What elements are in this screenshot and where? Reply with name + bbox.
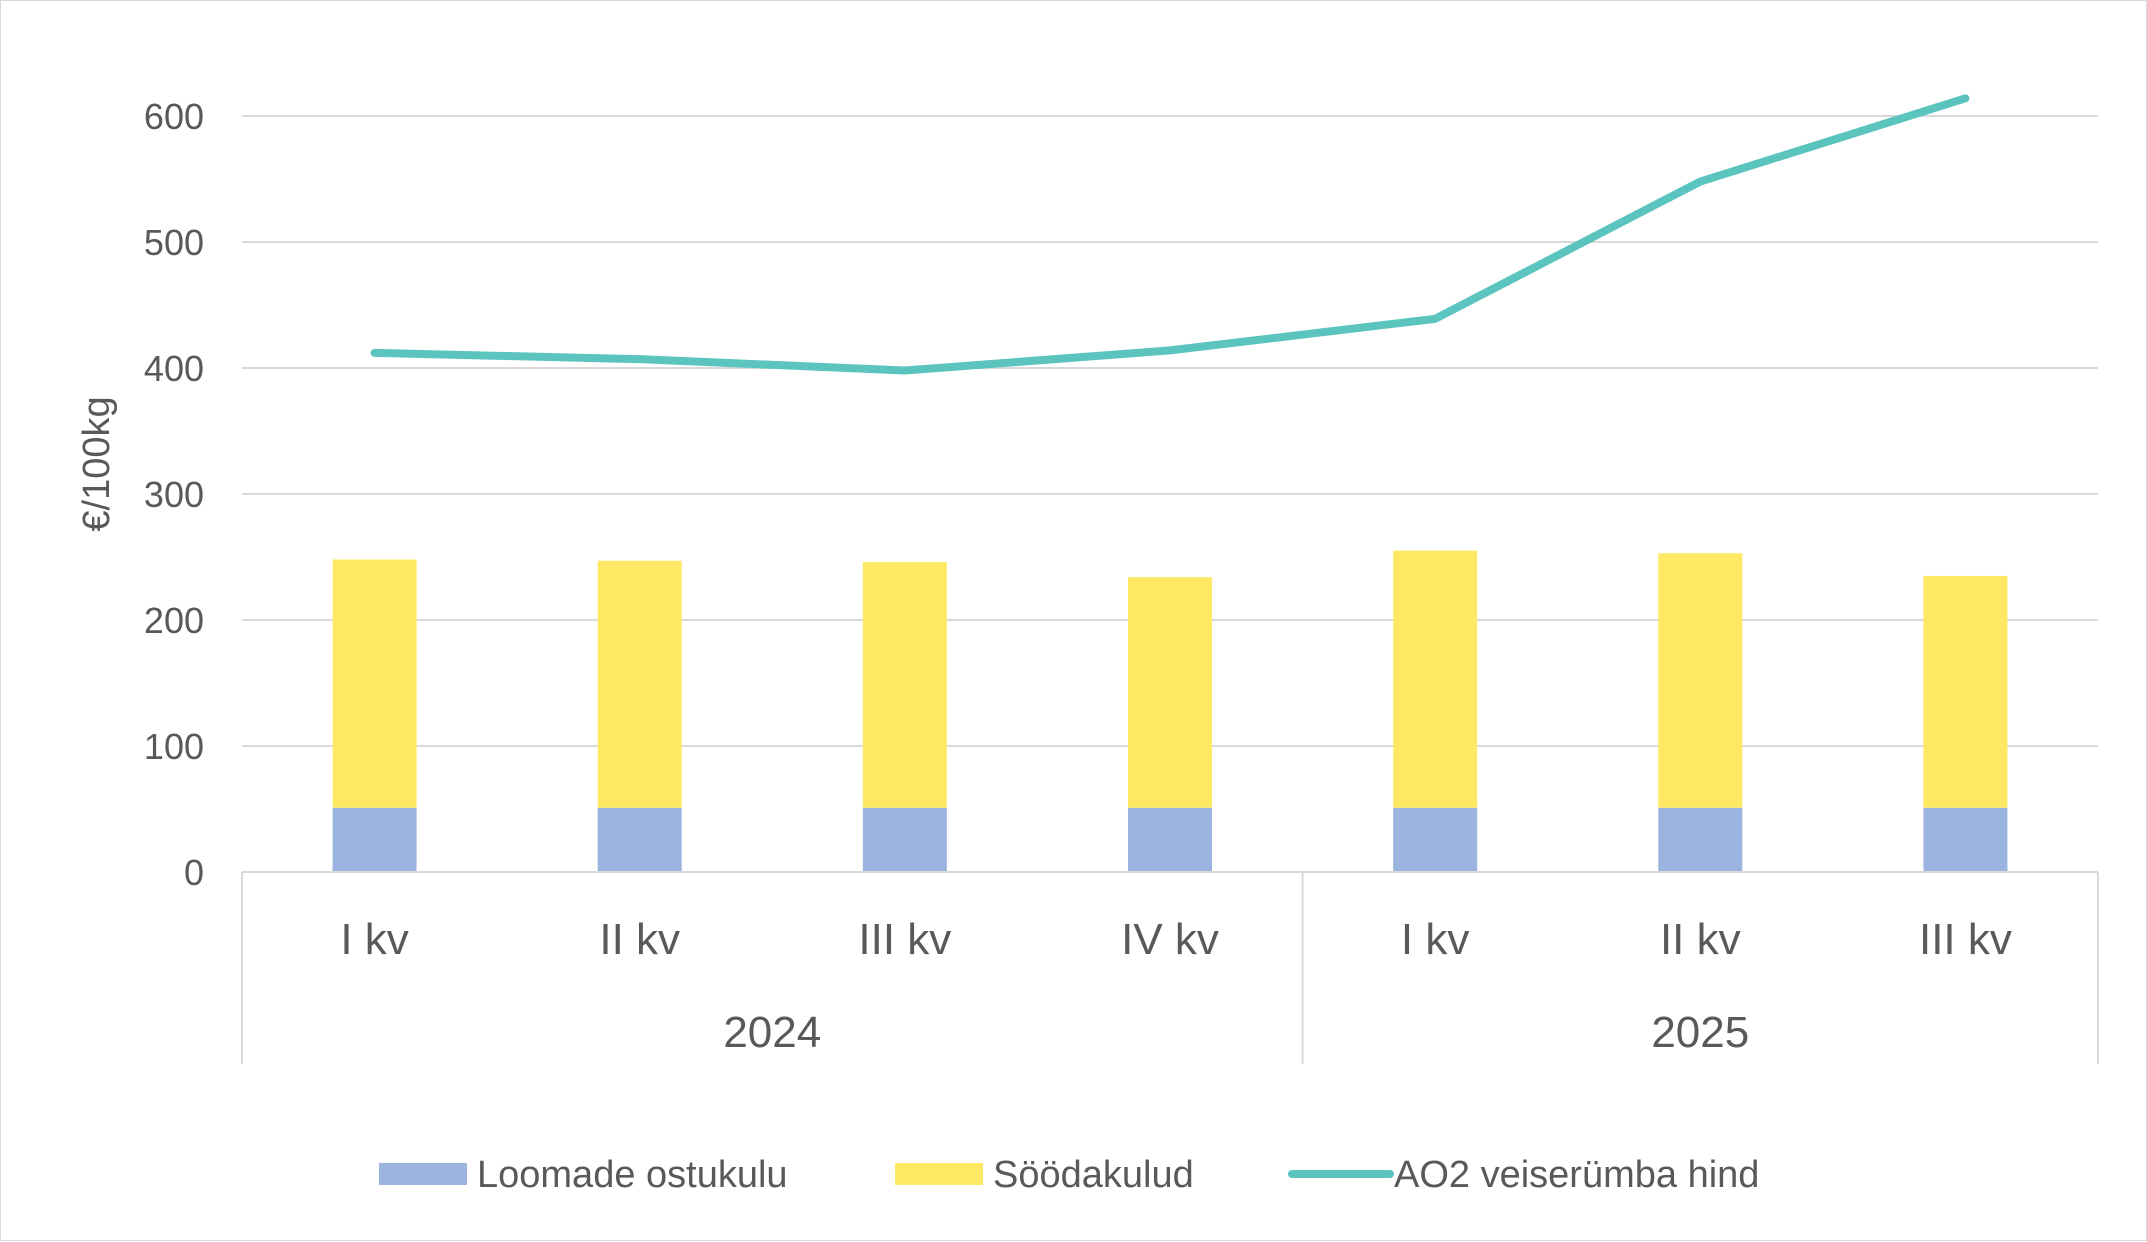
y-tick-label: 200 xyxy=(144,600,204,641)
bar-s-dakulud xyxy=(1658,553,1743,808)
bar-loomade-ostukulu xyxy=(597,807,682,872)
x-tick-label: II kv xyxy=(599,915,680,964)
bar-loomade-ostukulu xyxy=(1658,807,1743,872)
y-tick-label: 0 xyxy=(184,852,204,893)
legend-label-ao2-veiser-mba-hind: AO2 veiserümba hind xyxy=(1394,1154,1759,1196)
x-tick-label: III kv xyxy=(858,915,951,964)
x-tick-label: IV kv xyxy=(1121,915,1219,964)
bar-loomade-ostukulu xyxy=(1128,807,1212,872)
group-label: 2025 xyxy=(1651,1008,1749,1057)
legend-swatch-loomade-ostukulu xyxy=(379,1163,467,1185)
y-tick-label: 600 xyxy=(144,96,204,137)
y-tick-label: 100 xyxy=(144,726,204,767)
y-axis-title: €/100kg xyxy=(76,396,118,531)
group-label: 2024 xyxy=(723,1008,821,1057)
y-tick-label: 400 xyxy=(144,348,204,389)
bar-s-dakulud xyxy=(597,560,682,808)
line-series xyxy=(370,94,1970,375)
bar-loomade-ostukulu xyxy=(1923,807,2008,872)
bar-s-dakulud xyxy=(862,562,947,808)
bar-s-dakulud xyxy=(1923,575,2008,808)
bar-loomade-ostukulu xyxy=(862,807,947,872)
bars xyxy=(332,550,2008,872)
bar-s-dakulud xyxy=(332,559,417,808)
bar-s-dakulud xyxy=(1128,577,1212,808)
x-tick-label: II kv xyxy=(1660,915,1741,964)
legend-label-s-dakulud: Söödakulud xyxy=(993,1154,1194,1196)
bar-loomade-ostukulu xyxy=(1393,807,1478,872)
bar-loomade-ostukulu xyxy=(332,807,417,872)
axes: I kv II kv III kv IV kv I kv II kv III kv 2024 2… xyxy=(241,871,2099,1064)
legend: Loomade ostukulu Söödakulud AO2 veiserümba… xyxy=(379,1154,1759,1196)
gridlines: 0 100 200 300 400 500 600 xyxy=(144,96,2098,893)
x-tick-label: I kv xyxy=(340,915,408,964)
legend-label-loomade-ostukulu: Loomade ostukulu xyxy=(477,1154,788,1196)
legend-swatch-s-dakulud xyxy=(895,1163,983,1185)
y-tick-label: 300 xyxy=(144,474,204,515)
x-tick-label: I kv xyxy=(1401,915,1469,964)
y-tick-label: 500 xyxy=(144,222,204,263)
x-tick-label: III kv xyxy=(1919,915,2012,964)
line-ao2-veiserumba-hind xyxy=(370,94,1970,375)
bar-s-dakulud xyxy=(1393,550,1478,808)
